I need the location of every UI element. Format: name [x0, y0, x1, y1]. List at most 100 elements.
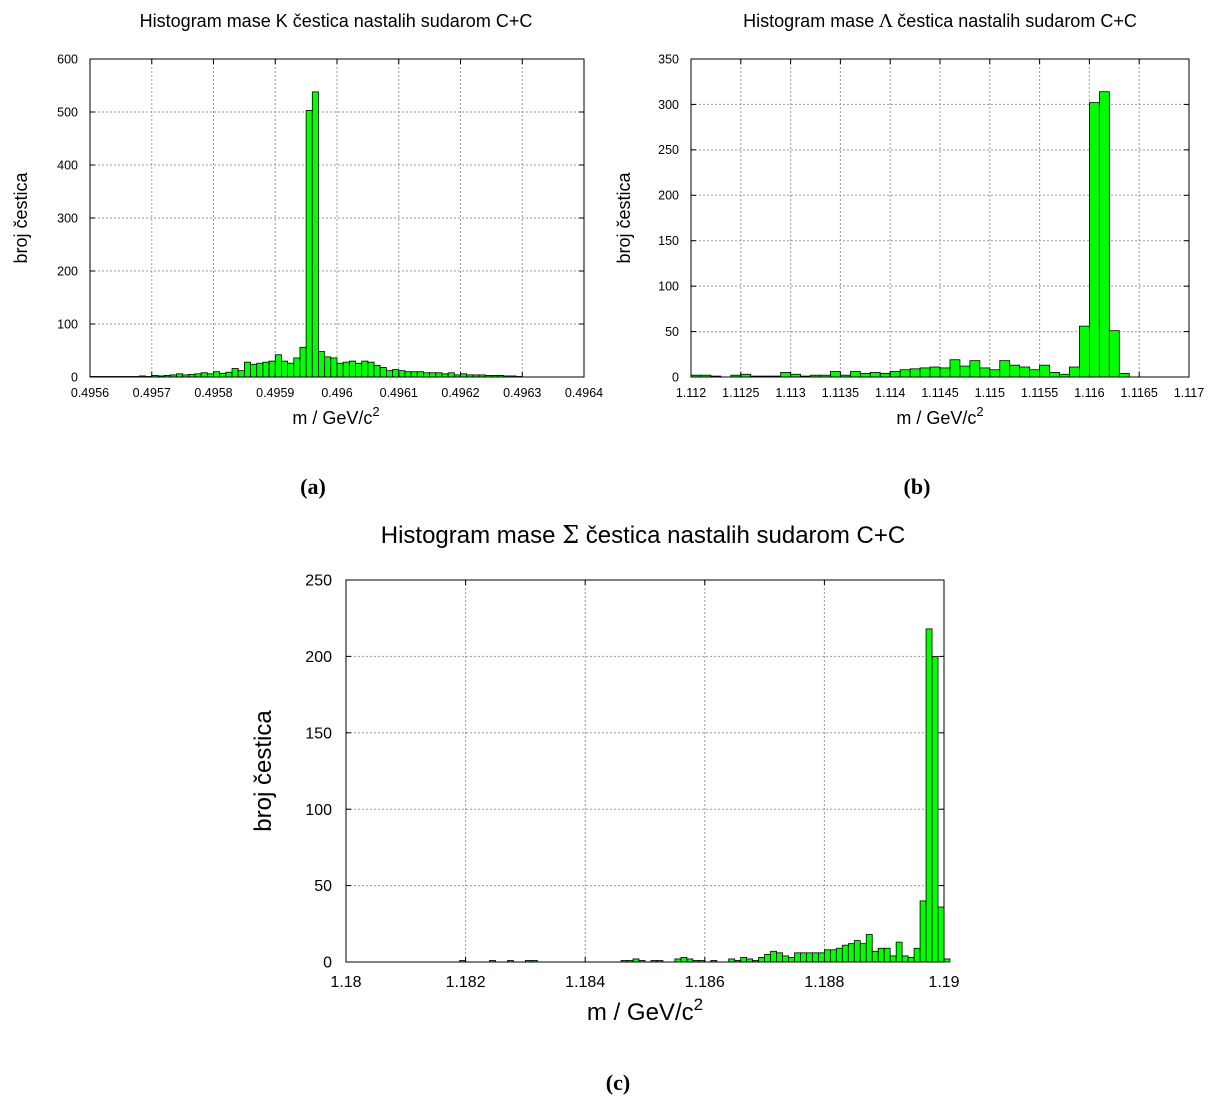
chart-b-bar: [849, 371, 861, 378]
chart-a-bar: [429, 372, 437, 378]
chart-a-bar: [268, 360, 276, 378]
chart-a-bar: [311, 91, 319, 378]
chart-a-title: Histogram mase K čestica nastalih sudaro…: [140, 11, 533, 31]
chart-a-ytick-label: 300: [57, 211, 78, 225]
chart-b-ylabel: broj čestica: [614, 171, 634, 263]
chart-a-bar: [355, 362, 363, 378]
chart-b-title: Histogram mase Λ čestica nastalih sudaro…: [743, 11, 1137, 32]
chart-b-bar: [1108, 330, 1120, 378]
chart-b-bar: [999, 360, 1011, 378]
chart-c-xtick-label: 1.188: [804, 974, 844, 991]
chart-a-ytick-label: 100: [57, 317, 78, 331]
chart-c-xtick-label: 1.19: [928, 974, 959, 991]
chart-c-bar: [895, 941, 903, 963]
chart-c-bar: [740, 957, 748, 963]
chart-a-bar: [305, 110, 313, 378]
chart-c-bar: [883, 947, 891, 963]
chart-a-yticks: 0 100 200 300 400 500 600: [57, 52, 584, 384]
chart-a-xtick-label: 0.4959: [256, 386, 294, 400]
chart-c-bar: [794, 952, 801, 963]
chart-a-bar: [213, 371, 221, 378]
chart-b-bar: [1089, 102, 1100, 378]
chart-c-ytick-label: 150: [305, 725, 332, 742]
chart-b-bar: [949, 359, 961, 378]
caption-a: (a): [300, 474, 326, 499]
chart-a-bar: [342, 361, 350, 378]
chart-b-xtick-label: 1.116: [1074, 386, 1104, 400]
chart-b-xtick-label: 1.117: [1174, 386, 1204, 400]
chart-c-bar: [776, 952, 783, 963]
chart-c-bar: [680, 957, 688, 963]
chart-a-frame: [89, 58, 585, 378]
chart-c-bar: [818, 952, 825, 963]
chart-c-bar: [847, 943, 855, 963]
chart-a-bar: [299, 346, 307, 378]
chart-c-bar: [925, 628, 933, 963]
chart-c-bar: [913, 947, 921, 963]
chart-c-bar: [758, 957, 765, 963]
chart-c-bar: [901, 955, 909, 963]
chart-a-xticks: 0.4956 0.4957 0.4958 0.4959 0.496 0.4961 0.496…: [71, 59, 603, 400]
chart-c-bar: [788, 957, 795, 963]
chart-c-xtick-label: 1.18: [330, 974, 361, 991]
chart-b-ytick-label: 0: [672, 370, 679, 384]
chart-c-yticks: 0 50 100 150 200 250: [305, 573, 944, 972]
chart-a-bar: [336, 362, 344, 378]
chart-b-bar: [1049, 372, 1060, 378]
chart-a-bar: [262, 361, 270, 378]
chart-a-xtick-label: 0.4958: [194, 386, 232, 400]
chart-b-xtick-label: 1.1155: [1021, 386, 1058, 400]
chart-a-bar: [231, 368, 239, 378]
chart-a-bar: [330, 357, 338, 378]
chart-a-bar: [423, 372, 431, 378]
chart-a-bar: [225, 371, 233, 378]
chart-b-bar: [780, 372, 792, 378]
chart-b-bar: [869, 372, 881, 378]
chart-a-bar: [318, 351, 326, 378]
chart-b-bar: [1009, 364, 1021, 378]
chart-b-bar: [859, 372, 871, 378]
chart-a-bar: [361, 360, 369, 378]
chart-a-bar: [392, 369, 400, 378]
chart-c-ylabel: broj čestica: [250, 710, 277, 832]
chart-a-bar: [373, 364, 381, 378]
chart-c-bar: [770, 950, 777, 963]
chart-b-xtick-label: 1.112: [676, 386, 706, 400]
chart-a-bar: [348, 360, 356, 378]
caption-b: (b): [904, 474, 931, 499]
chart-a-bar: [367, 361, 375, 378]
chart-c-bar: [937, 906, 945, 963]
chart-a-bar: [385, 370, 393, 378]
chart-b-bar: [1019, 366, 1031, 378]
chart-b-bar: [929, 366, 941, 378]
chart-b-bar: [889, 371, 901, 378]
chart-b-ytick-label: 100: [658, 280, 679, 294]
chart-c-bar: [877, 947, 885, 963]
panel-b: Histogram mase Λ čestica nastalih sudaro…: [614, 11, 1204, 499]
chart-a-bar: [281, 360, 288, 378]
chart-b-bar: [1118, 372, 1130, 378]
caption-c: (c): [606, 1070, 630, 1095]
chart-b-grid: [691, 59, 1189, 377]
chart-b-ytick-label: 350: [658, 52, 679, 66]
chart-c-bars: [459, 628, 951, 963]
chart-c-bar: [824, 949, 831, 963]
chart-b-ytick-label: 50: [665, 325, 679, 339]
chart-a-bar: [447, 372, 455, 378]
chart-b-bars: [690, 91, 1130, 378]
chart-a-bar: [250, 363, 258, 378]
chart-c-grid: [346, 580, 944, 962]
chart-a-xtick-label: 0.4956: [71, 386, 109, 400]
chart-a-bar: [398, 370, 406, 378]
chart-b-ytick-label: 300: [658, 98, 679, 112]
chart-c-title: Histogram mase Σ čestica nastalih sudaro…: [381, 521, 906, 549]
chart-a-xtick-label: 0.4962: [441, 386, 479, 400]
chart-b-xlabel: m / GeV/c2: [896, 404, 983, 428]
chart-c-bar: [865, 934, 873, 963]
chart-c-xtick-label: 1.184: [565, 974, 605, 991]
chart-a-bar: [410, 371, 418, 378]
chart-b-bar: [830, 371, 841, 378]
chart-b-frame: [690, 58, 1190, 378]
chart-a-bar: [324, 356, 332, 378]
